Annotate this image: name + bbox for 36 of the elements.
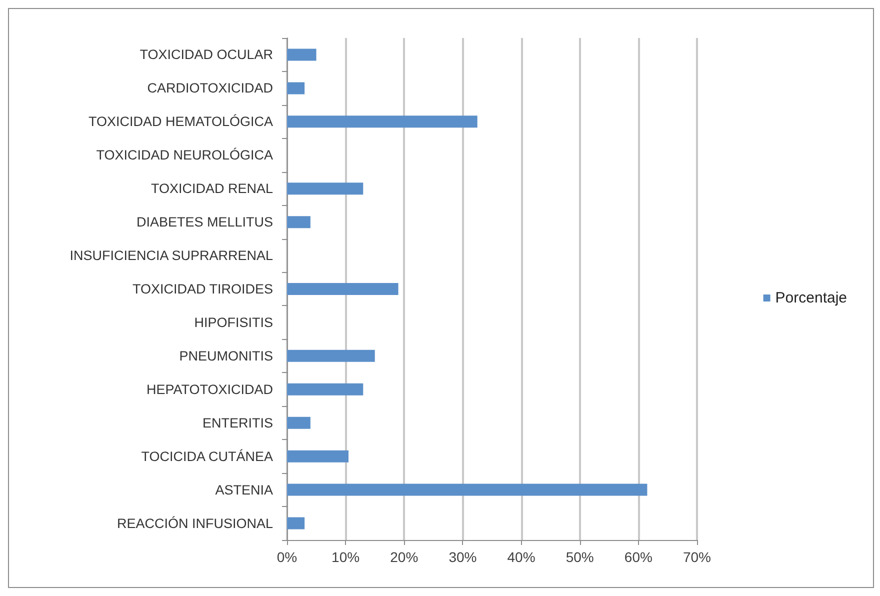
y-tick-label: TOXICIDAD TIROIDES bbox=[132, 282, 273, 296]
y-tick-label: DIABETES MELLITUS bbox=[136, 214, 273, 230]
y-tick-label: ASTENIA bbox=[215, 482, 273, 498]
x-tick-label: 20% bbox=[390, 549, 418, 565]
bar bbox=[287, 350, 375, 362]
x-tick-label: 10% bbox=[332, 549, 360, 565]
y-tick-label: TOXICIDAD NEUROLÓGICA bbox=[96, 148, 273, 163]
bar bbox=[287, 216, 310, 228]
bar bbox=[287, 450, 348, 462]
y-tick-label: ENTERITIS bbox=[202, 415, 273, 430]
bar bbox=[287, 484, 648, 496]
y-tick-label: INSUFICIENCIA SUPRARRENAL bbox=[70, 248, 274, 264]
x-tick-label: 40% bbox=[507, 549, 536, 565]
y-tick-label: PNEUMONITIS bbox=[179, 348, 273, 364]
x-tick-label: 70% bbox=[682, 549, 712, 565]
x-tick-label: 0% bbox=[276, 549, 298, 565]
bar bbox=[287, 116, 478, 128]
y-tick-label: TOCICIDA CUTÁNEA bbox=[141, 448, 273, 464]
y-tick-label: HEPATOTOXICIDAD bbox=[146, 382, 274, 397]
x-tick-label: 60% bbox=[624, 549, 652, 565]
bar bbox=[287, 517, 305, 530]
y-tick-label: TOXICIDAD HEMATOLÓGICA bbox=[88, 114, 273, 130]
y-tick-label: HIPOFISITIS bbox=[194, 314, 273, 330]
bar bbox=[287, 383, 364, 396]
y-tick-label: REACCIÓN INFUSIONAL bbox=[116, 516, 274, 531]
y-tick-label: CARDIOTOXICIDAD bbox=[147, 80, 274, 96]
y-tick-label: TOXICIDAD OCULAR bbox=[140, 47, 274, 62]
y-tick-label: TOXICIDAD RENAL bbox=[150, 181, 274, 196]
x-tick-label: 30% bbox=[448, 549, 477, 565]
bar bbox=[287, 283, 398, 295]
bar bbox=[287, 182, 364, 195]
x-tick-label: 50% bbox=[566, 549, 594, 565]
legend-label: Porcentaje bbox=[775, 290, 848, 306]
bar bbox=[287, 48, 316, 61]
bar bbox=[287, 416, 310, 429]
bar bbox=[287, 82, 305, 94]
